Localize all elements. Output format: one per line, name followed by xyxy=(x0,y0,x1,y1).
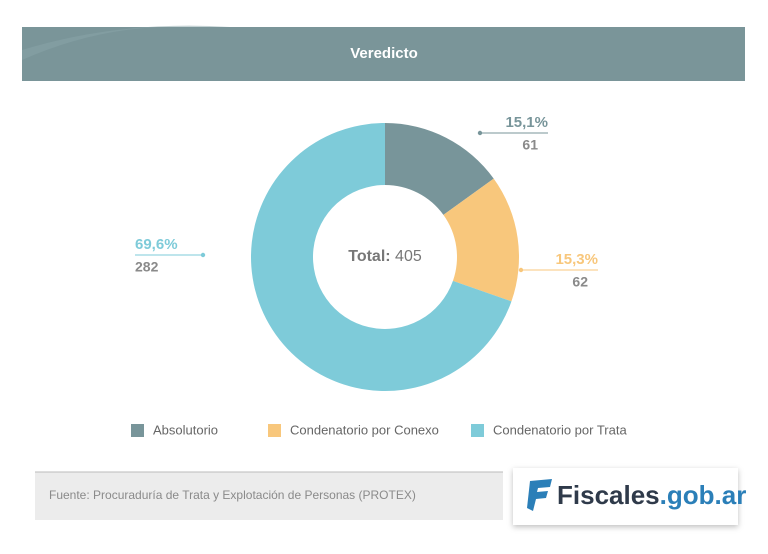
percentage-label: 15,1% xyxy=(505,114,548,131)
legend-swatch xyxy=(131,424,144,437)
legend-label: Absolutorio xyxy=(153,422,218,437)
donut-segment xyxy=(385,123,494,215)
total: Total: 405 xyxy=(348,248,422,265)
percentage-label: 15,3% xyxy=(555,251,598,268)
total-value: 405 xyxy=(395,248,422,265)
annotation-dot xyxy=(477,130,483,136)
donut-chart: 15,1% 61 15,3% 62 69,6% 282 Absolutorio Condena… xyxy=(131,114,627,437)
donut-segment xyxy=(443,178,519,302)
logo-domain: .gob.ar xyxy=(660,480,747,510)
legend-label: Condenatorio por Conexo xyxy=(290,422,439,437)
percentage-label: 69,6% xyxy=(135,236,178,253)
source: Fuente: Procuraduría de Trata y Explotac… xyxy=(49,488,416,502)
logo: Fiscales.gob.ar xyxy=(557,480,746,510)
logo-icon xyxy=(527,479,552,511)
logo-box xyxy=(513,468,738,525)
legend-swatch xyxy=(471,424,484,437)
source-box xyxy=(35,472,503,520)
legend-label: Condenatorio por Trata xyxy=(493,422,627,437)
legend-swatch xyxy=(268,424,281,437)
value-label: 282 xyxy=(135,259,159,275)
chart-title: Veredicto xyxy=(350,45,418,62)
header-band xyxy=(22,27,745,81)
value-label: 62 xyxy=(572,274,588,290)
header-decoration xyxy=(22,25,230,61)
logo-name: Fiscales xyxy=(557,480,660,510)
annotation-dot xyxy=(200,252,206,258)
donut-segment xyxy=(250,123,512,391)
value-label: 61 xyxy=(522,137,538,153)
total-label: Total: xyxy=(348,248,390,265)
annotation-dot xyxy=(518,267,524,273)
